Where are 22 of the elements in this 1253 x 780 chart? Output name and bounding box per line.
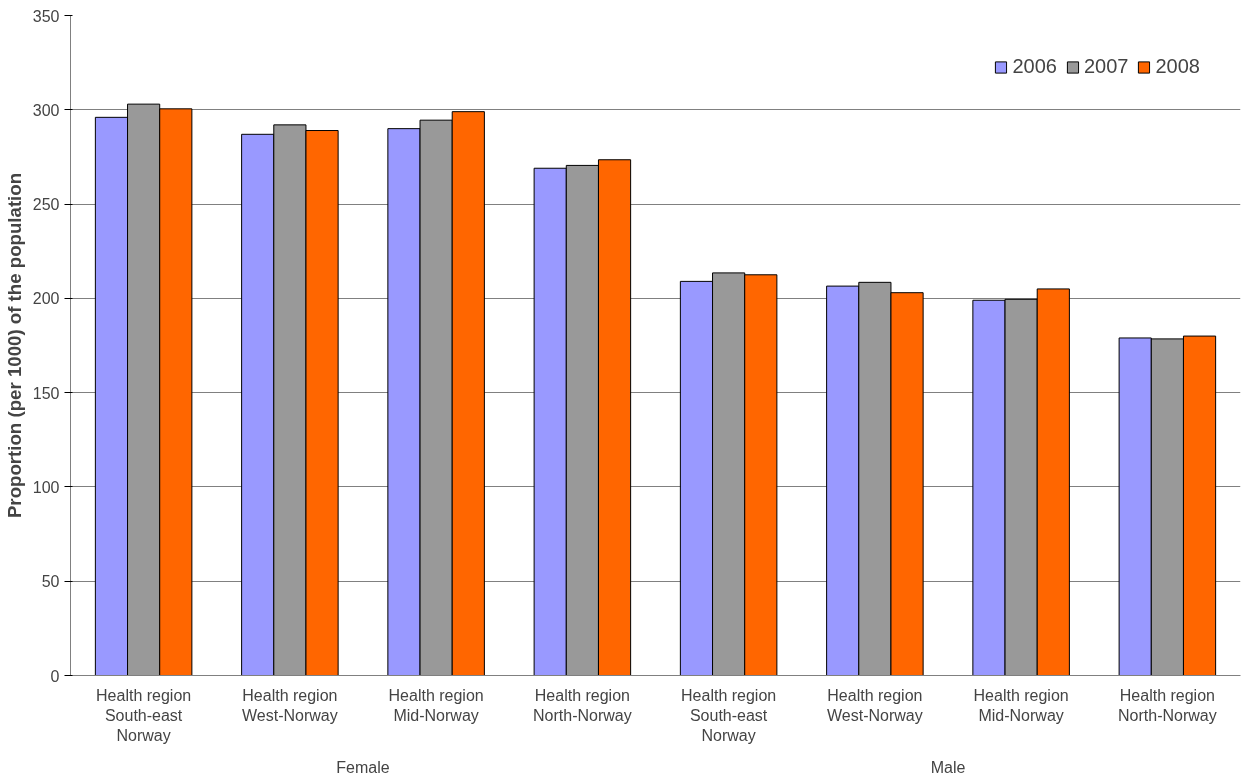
x-tick-label: Health region South-east Norway (96, 686, 192, 745)
x-tick-label: Health region South-east Norway (681, 686, 777, 745)
y-tick-label: 300 (32, 101, 60, 119)
legend-label: 2008 (1155, 55, 1200, 78)
x-tick-label: Health region Mid-Norway (973, 686, 1069, 724)
x-tick-label: Health region Mid-Norway (388, 686, 484, 724)
y-tick-label: 200 (32, 290, 60, 308)
text: Male (930, 758, 966, 776)
y-tick-label: 0 (50, 667, 60, 685)
y-tick-label: 250 (32, 196, 60, 214)
legend-label: 2006 (1012, 55, 1057, 78)
y-tick-label: 100 (32, 478, 60, 496)
x-tick-label: Health region North-Norway (1118, 686, 1217, 724)
x-tick-label: Health region North-Norway (533, 686, 632, 724)
y-axis-title: Proportion (per 1000) of the population (3, 172, 25, 519)
y-tick-label: 150 (32, 384, 60, 402)
y-tick-label: 350 (32, 7, 60, 25)
text: Female (336, 758, 390, 776)
x-tick-label: Health region West-Norway (242, 686, 338, 724)
legend-label: 2007 (1084, 55, 1129, 78)
y-tick-label: 50 (41, 573, 60, 591)
x-tick-label: Health region West-Norway (827, 686, 923, 724)
